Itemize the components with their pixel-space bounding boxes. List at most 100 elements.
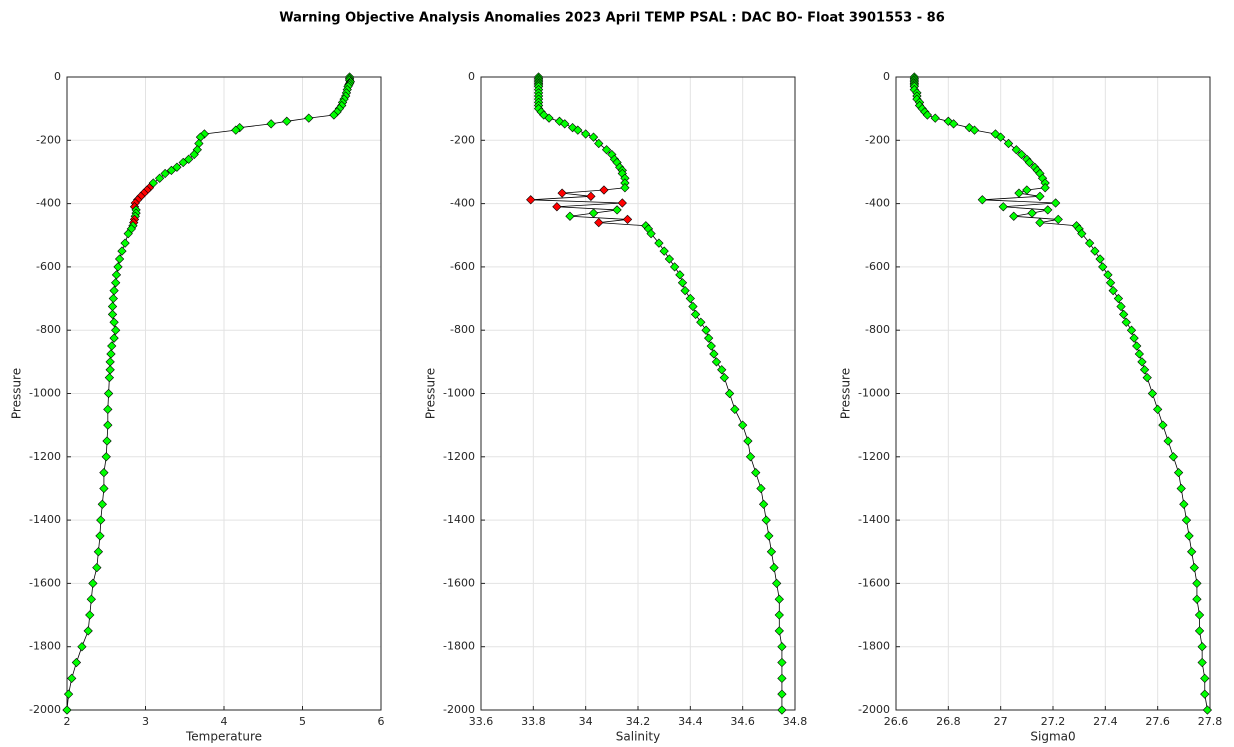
data-point	[588, 132, 599, 142]
data-point	[1202, 705, 1213, 715]
data-point	[601, 145, 612, 155]
y-tick-label: -200	[450, 133, 475, 146]
y-tick-label: -1400	[443, 513, 475, 526]
data-point	[774, 610, 784, 620]
data-point	[1153, 404, 1163, 414]
data-point	[166, 165, 177, 175]
data-point	[1189, 562, 1199, 573]
data-point	[1147, 388, 1158, 399]
data-point	[1108, 286, 1118, 296]
data-point	[1192, 594, 1202, 604]
plot-frame	[895, 76, 1211, 711]
data-point	[706, 341, 716, 351]
data-point	[329, 110, 339, 120]
x-axis-label: Sigma0	[1030, 730, 1075, 744]
data-point	[964, 123, 974, 133]
data-point	[231, 125, 241, 135]
data-point	[1168, 452, 1178, 462]
data-point	[67, 673, 77, 683]
data-point	[1200, 673, 1210, 683]
data-point	[680, 286, 690, 296]
data-point	[756, 483, 766, 494]
data-point	[266, 119, 276, 129]
data-point	[62, 705, 72, 715]
data-point	[769, 562, 779, 573]
data-point	[622, 214, 633, 225]
data-point	[1119, 309, 1129, 319]
data-point	[109, 333, 119, 343]
subplot: -2000-1800-1600-1400-1200-1000-800-600-4…	[10, 70, 385, 744]
data-point	[711, 357, 722, 367]
data-point	[751, 468, 761, 478]
data-point	[104, 373, 115, 383]
data-point	[96, 515, 106, 525]
y-tick-label: -400	[36, 197, 61, 210]
data-point	[594, 138, 604, 149]
data-point	[738, 420, 748, 430]
data-point	[977, 195, 987, 205]
data-point	[113, 262, 123, 272]
data-point	[612, 205, 622, 215]
x-tick-label: 5	[299, 715, 306, 728]
data-point	[1113, 293, 1124, 304]
x-tick-label: 6	[378, 715, 385, 728]
data-point	[1014, 188, 1024, 198]
data-point	[685, 293, 695, 304]
data-point	[1053, 214, 1063, 225]
data-point	[774, 626, 784, 636]
data-point	[1024, 157, 1035, 168]
data-point	[120, 238, 130, 248]
data-point	[1090, 246, 1100, 256]
data-point	[77, 642, 87, 652]
data-point	[1003, 138, 1014, 149]
data-point	[1126, 325, 1137, 335]
data-point	[764, 531, 774, 541]
data-point	[646, 229, 656, 239]
data-point	[1139, 365, 1150, 375]
x-axis-label: Temperature	[185, 730, 262, 744]
data-point	[526, 195, 536, 205]
y-tick-label: -1600	[443, 576, 475, 589]
y-tick-label: -1800	[29, 640, 61, 653]
data-point	[1085, 238, 1095, 248]
data-point	[1095, 254, 1105, 264]
data-point	[930, 113, 940, 123]
data-point	[99, 483, 109, 494]
data-point	[617, 198, 627, 208]
y-tick-label: -1200	[443, 450, 475, 463]
data-point	[1027, 208, 1037, 218]
plot-frame	[480, 76, 796, 711]
data-point	[1194, 626, 1205, 636]
data-point	[63, 689, 74, 699]
x-tick-label: 34	[579, 715, 593, 728]
data-point	[730, 404, 740, 414]
data-point	[573, 125, 583, 135]
data-point	[1197, 657, 1207, 668]
data-point	[99, 468, 109, 478]
y-tick-label: -800	[450, 323, 475, 336]
data-point	[95, 531, 105, 541]
data-point	[654, 238, 664, 248]
data-point	[996, 132, 1006, 142]
data-point	[777, 673, 787, 683]
y-tick-label: -1000	[443, 387, 475, 400]
data-point	[659, 246, 669, 256]
data-point	[1035, 217, 1045, 228]
data-point	[1098, 262, 1108, 272]
data-point	[588, 208, 599, 218]
data-point	[1181, 515, 1192, 525]
data-point	[777, 705, 787, 715]
data-point	[1022, 185, 1032, 195]
data-point	[690, 309, 701, 319]
y-tick-label: -600	[36, 260, 61, 273]
data-point	[109, 317, 119, 327]
y-tick-label: -1400	[858, 513, 890, 526]
data-point	[1105, 278, 1116, 288]
data-point	[304, 113, 314, 123]
data-point	[1077, 229, 1087, 239]
data-point	[93, 547, 104, 557]
data-point	[1035, 191, 1045, 201]
data-point	[664, 254, 675, 264]
data-point	[586, 191, 596, 201]
